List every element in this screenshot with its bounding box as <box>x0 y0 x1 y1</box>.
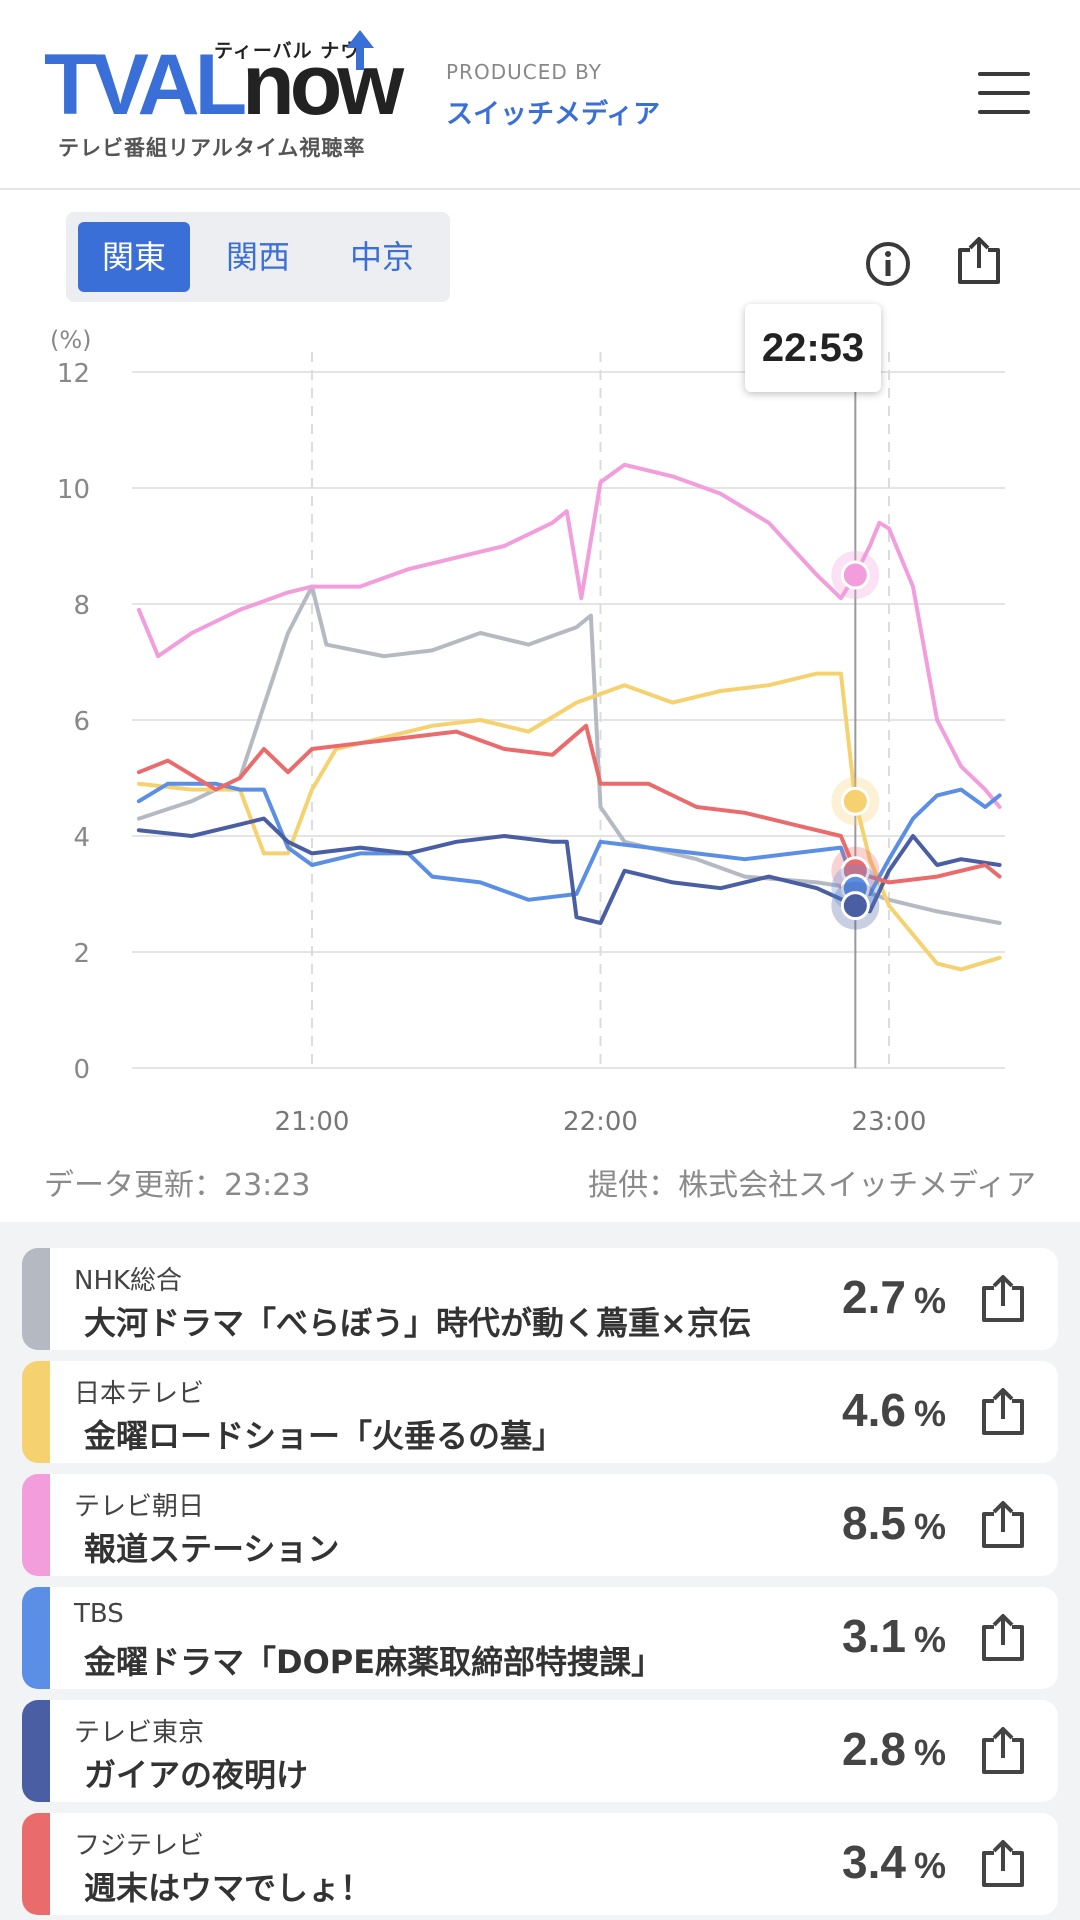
produced-by-label: PRODUCED BY <box>446 60 602 84</box>
series-line <box>136 723 1002 885</box>
station-color-stripe <box>22 1813 50 1915</box>
data-point <box>840 891 870 921</box>
series-line <box>136 781 1002 902</box>
chart-series <box>136 462 1002 972</box>
app-header: ティーバル ナウ TVALnow テレビ番組リアルタイム視聴率 PRODUCED… <box>0 0 1080 190</box>
y-tick-label: 2 <box>73 939 90 969</box>
chart-grid <box>132 352 1005 1069</box>
data-point <box>840 560 870 590</box>
station-color-stripe <box>22 1587 50 1689</box>
program-card-fuji[interactable]: フジテレビ 週末はウマでしょ！ 3.4% <box>22 1813 1058 1915</box>
hamburger-menu-button[interactable] <box>974 66 1034 120</box>
series-line <box>136 462 1002 809</box>
tab-chukyo[interactable]: 中京 <box>349 238 414 276</box>
rating-number: 2.8 <box>842 1723 906 1775</box>
station-name: 日本テレビ <box>74 1379 205 1409</box>
rating-unit: % <box>913 1280 946 1321</box>
station-name: テレビ東京 <box>74 1718 205 1748</box>
rating-unit: % <box>913 1393 946 1434</box>
program-card-nhk[interactable]: NHK総合 大河ドラマ「べらぼう」時代が動く蔦重×京伝 2.7% <box>22 1248 1058 1350</box>
data-point <box>840 786 870 816</box>
data-updated-text: データ更新：23:23 <box>44 1168 311 1203</box>
tab-kanto[interactable]: 関東 <box>78 222 190 292</box>
logo-arrow-icon <box>346 30 374 70</box>
y-tick-label: 0 <box>73 1055 90 1085</box>
tab-kansai[interactable]: 関西 <box>225 238 290 276</box>
share-icon[interactable] <box>978 1839 1028 1891</box>
logo-now: now <box>242 37 404 133</box>
chart-markers <box>831 390 880 1068</box>
station-name: フジテレビ <box>74 1831 205 1861</box>
series-line <box>136 816 1002 925</box>
rating-value: 2.8% <box>842 1722 946 1776</box>
station-name: NHK総合 <box>74 1266 183 1296</box>
program-title: 金曜ドラマ「DOPE麻薬取締部特捜課」 <box>84 1643 664 1681</box>
program-title: 大河ドラマ「べらぼう」時代が動く蔦重×京伝 <box>84 1304 751 1342</box>
rating-number: 3.4 <box>842 1836 906 1888</box>
program-title: 金曜ロードショー「火垂るの墓」 <box>84 1417 565 1455</box>
logo-wordmark: TVALnow <box>44 42 404 128</box>
program-title: 報道ステーション <box>84 1530 340 1568</box>
logo-kana: ティーバル ナウ <box>214 40 361 62</box>
rating-value: 4.6% <box>842 1383 946 1437</box>
logo-tval: TVAL <box>44 37 247 133</box>
rating-unit: % <box>913 1845 946 1886</box>
rating-value: 2.7% <box>842 1270 946 1324</box>
share-icon[interactable] <box>978 1726 1028 1778</box>
region-tabs: 関東 関西 中京 <box>66 212 450 302</box>
rating-number: 2.7 <box>842 1271 906 1323</box>
rating-number: 4.6 <box>842 1384 906 1436</box>
y-tick-label: 4 <box>73 823 90 853</box>
y-unit-label: (%) <box>50 326 92 354</box>
series-line <box>136 671 1002 972</box>
rating-value: 8.5% <box>842 1496 946 1550</box>
provider-credit: 提供：株式会社スイッチメディア <box>588 1168 1036 1203</box>
program-card-tv-tokyo[interactable]: テレビ東京 ガイアの夜明け 2.8% <box>22 1700 1058 1802</box>
program-card-ntv[interactable]: 日本テレビ 金曜ロードショー「火垂るの墓」 4.6% <box>22 1361 1058 1463</box>
y-tick-label: 8 <box>73 591 90 621</box>
y-tick-label: 12 <box>57 359 90 389</box>
ratings-line-chart[interactable]: 0 2 4 6 8 10 12 (%) 21:00 22:00 23:00 <box>0 310 1080 1140</box>
share-icon[interactable] <box>978 1274 1028 1326</box>
x-tick-label: 21:00 <box>275 1107 350 1137</box>
program-title: ガイアの夜明け <box>84 1756 309 1794</box>
program-title: 週末はウマでしょ！ <box>84 1869 373 1907</box>
station-color-stripe <box>22 1700 50 1802</box>
rating-unit: % <box>913 1506 946 1547</box>
station-name: テレビ朝日 <box>74 1492 205 1522</box>
y-tick-label: 10 <box>57 475 90 505</box>
share-icon[interactable] <box>954 236 1004 288</box>
share-icon[interactable] <box>978 1387 1028 1439</box>
rating-unit: % <box>913 1619 946 1660</box>
logo-subtitle: テレビ番組リアルタイム視聴率 <box>58 136 366 160</box>
rating-value: 3.1% <box>842 1609 946 1663</box>
station-color-stripe <box>22 1248 50 1350</box>
rating-number: 3.1 <box>842 1610 906 1662</box>
info-icon[interactable] <box>864 240 912 288</box>
producer-name[interactable]: スイッチメディア <box>446 99 661 130</box>
chart-axes: 0 2 4 6 8 10 12 (%) 21:00 22:00 23:00 <box>50 326 926 1137</box>
program-card-tbs[interactable]: TBS 金曜ドラマ「DOPE麻薬取締部特捜課」 3.1% <box>22 1587 1058 1689</box>
station-color-stripe <box>22 1474 50 1576</box>
share-icon[interactable] <box>978 1613 1028 1665</box>
share-icon[interactable] <box>978 1500 1028 1552</box>
x-tick-label: 22:00 <box>563 1107 638 1137</box>
rating-value: 3.4% <box>842 1835 946 1889</box>
station-name: TBS <box>74 1599 124 1629</box>
program-card-tv-asahi[interactable]: テレビ朝日 報道ステーション 8.5% <box>22 1474 1058 1576</box>
y-tick-label: 6 <box>73 707 90 737</box>
rating-unit: % <box>913 1732 946 1773</box>
x-tick-label: 23:00 <box>852 1107 927 1137</box>
time-cursor-badge: 22:53 <box>745 304 881 392</box>
rating-number: 8.5 <box>842 1497 906 1549</box>
station-color-stripe <box>22 1361 50 1463</box>
tvalnow-logo[interactable]: ティーバル ナウ TVALnow テレビ番組リアルタイム視聴率 <box>44 28 404 160</box>
